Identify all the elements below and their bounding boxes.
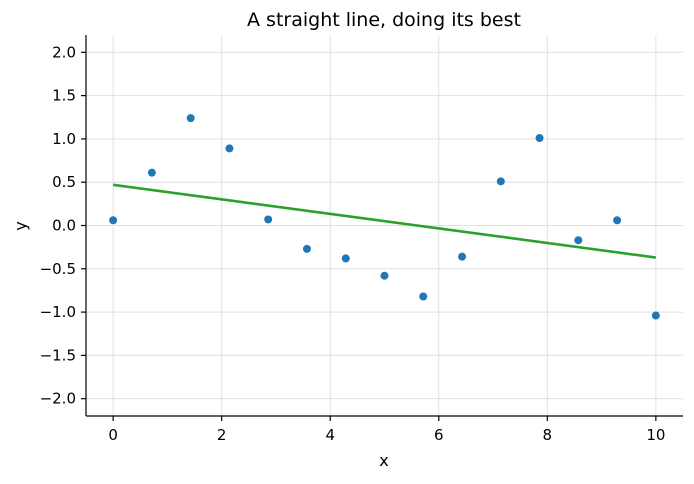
x-tick-label: 8 <box>543 426 553 444</box>
scatter-point <box>147 168 156 177</box>
scatter-point <box>302 244 311 253</box>
y-tick-label: −1.0 <box>40 303 76 321</box>
y-tick-label: −2.0 <box>40 390 76 408</box>
x-axis-label: x <box>379 451 388 470</box>
scatter-point <box>458 252 467 261</box>
scatter-point <box>264 215 273 224</box>
y-tick-label: −1.5 <box>40 346 76 364</box>
y-tick-label: 2.0 <box>52 43 76 61</box>
scatter-point <box>186 114 195 123</box>
chart-title: A straight line, doing its best <box>247 9 521 31</box>
y-axis-label: y <box>11 221 30 230</box>
scatter-point <box>419 292 428 301</box>
x-tick-label: 6 <box>434 426 444 444</box>
ticks: 0 2 4 6 8 10 −2.0 −1.5 −1.0 −0.5 0.0 0.5 1.0 1.5 2.0 <box>40 43 666 444</box>
scatter-point <box>496 177 505 186</box>
fit-line <box>112 183 657 259</box>
x-tick-label: 10 <box>646 426 665 444</box>
y-tick-label: 1.5 <box>52 87 76 105</box>
series <box>109 114 660 320</box>
scatter-point <box>380 271 389 280</box>
scatter-point <box>341 254 350 263</box>
scatter-point <box>651 311 660 320</box>
y-tick-label: 1.0 <box>52 130 76 148</box>
y-tick-label: 0.0 <box>52 217 76 235</box>
y-tick-label: 0.5 <box>52 173 76 191</box>
y-tick-label: −0.5 <box>40 260 76 278</box>
scatter-point <box>535 134 544 143</box>
scatter-point <box>225 144 234 153</box>
scatter-point <box>613 216 622 225</box>
scatter-point <box>109 216 118 225</box>
x-tick-label: 0 <box>108 426 118 444</box>
x-tick-label: 4 <box>325 426 335 444</box>
grid <box>86 35 683 416</box>
x-tick-label: 2 <box>217 426 227 444</box>
scatter-point <box>574 236 583 245</box>
